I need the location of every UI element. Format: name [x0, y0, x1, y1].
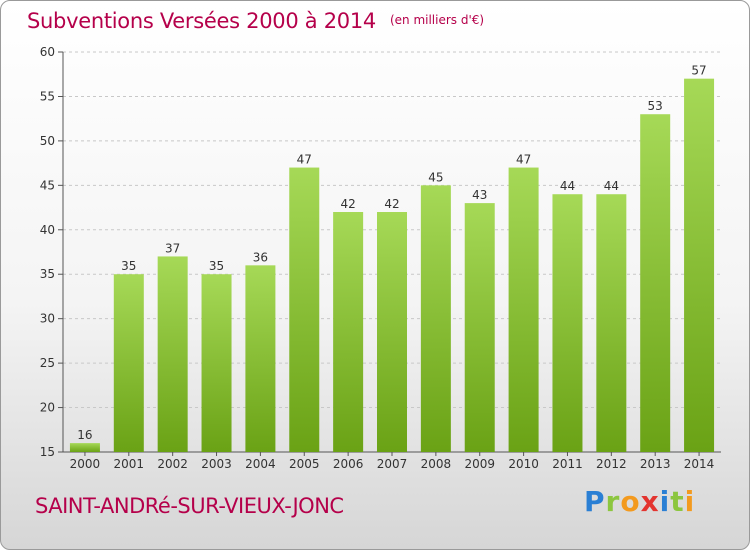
x-tick-label: 2005 [289, 457, 320, 471]
bar-value-label: 16 [77, 428, 92, 442]
bar-value-label: 47 [516, 153, 531, 167]
y-tick-label: 45 [40, 178, 55, 192]
bar[interactable] [201, 274, 232, 452]
bar[interactable] [420, 185, 451, 453]
proxiti-logo[interactable]: Proxiti [584, 485, 696, 518]
bar[interactable] [684, 78, 715, 453]
commune-name: SAINT-ANDRé-SUR-VIEUX-JONC [35, 494, 344, 518]
bar[interactable] [69, 443, 100, 452]
bar[interactable] [508, 167, 539, 453]
bar[interactable] [464, 203, 495, 452]
x-tick-label: 2000 [70, 457, 101, 471]
x-tick-label: 2011 [552, 457, 583, 471]
bar-value-label: 35 [209, 259, 224, 273]
x-tick-label: 2013 [640, 457, 671, 471]
bar-value-label: 42 [340, 197, 355, 211]
bar-value-label: 42 [384, 197, 399, 211]
y-tick-label: 30 [40, 312, 55, 326]
bar-value-label: 53 [648, 99, 663, 113]
bar[interactable] [552, 194, 583, 452]
chart-unit: (en milliers d'€) [389, 13, 485, 27]
x-tick-label: 2008 [421, 457, 452, 471]
x-tick-label: 2001 [114, 457, 145, 471]
bar[interactable] [377, 212, 407, 452]
x-tick-label: 2006 [333, 457, 364, 471]
bar-value-label: 35 [121, 259, 136, 273]
bar[interactable] [640, 114, 671, 452]
bar[interactable] [157, 256, 188, 452]
bar[interactable] [289, 167, 320, 453]
bar-value-label: 37 [165, 241, 180, 255]
bar-value-label: 43 [472, 188, 487, 202]
y-tick-label: 35 [40, 267, 55, 281]
x-tick-label: 2004 [245, 457, 276, 471]
bar-value-label: 45 [428, 170, 443, 184]
x-tick-label: 2007 [377, 457, 408, 471]
y-tick-label: 25 [40, 356, 55, 370]
bar[interactable] [113, 274, 144, 452]
x-tick-label: 2012 [596, 457, 627, 471]
bar-value-label: 36 [253, 250, 268, 264]
y-tick-label: 55 [40, 89, 55, 103]
chart-title: Subventions Versées 2000 à 2014 [27, 9, 376, 33]
y-tick-label: 60 [40, 45, 55, 59]
bar-value-label: 44 [604, 179, 619, 193]
bar[interactable] [596, 194, 627, 452]
x-tick-label: 2010 [508, 457, 539, 471]
y-tick-label: 15 [40, 445, 55, 459]
y-tick-label: 50 [40, 134, 55, 148]
x-tick-label: 2002 [157, 457, 188, 471]
bar[interactable] [245, 265, 276, 452]
bar-value-label: 47 [297, 153, 312, 167]
bar-value-label: 44 [560, 179, 575, 193]
bar[interactable] [333, 212, 364, 452]
title-row: Subventions Versées 2000 à 2014 (en milli… [27, 9, 484, 33]
x-tick-label: 2009 [464, 457, 495, 471]
y-tick-label: 20 [40, 401, 55, 415]
x-tick-label: 2014 [684, 457, 715, 471]
bar-value-label: 57 [691, 64, 706, 78]
y-tick-label: 40 [40, 223, 55, 237]
x-tick-label: 2003 [201, 457, 232, 471]
